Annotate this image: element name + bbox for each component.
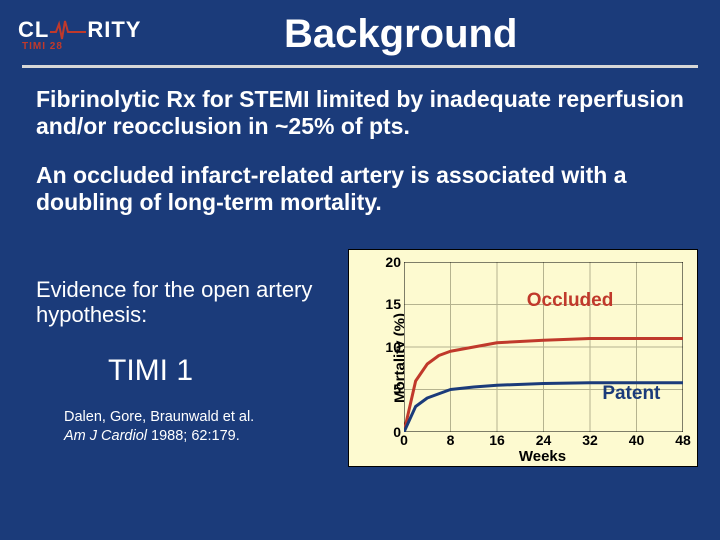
x-tick: 0 xyxy=(400,432,408,448)
paragraph-1: Fibrinolytic Rx for STEMI limited by ina… xyxy=(36,86,690,140)
logo-subtext: TIMI 28 xyxy=(22,41,63,52)
chart-svg xyxy=(404,262,683,432)
x-tick: 48 xyxy=(675,432,691,448)
lower-section: Evidence for the open artery hypothesis:… xyxy=(0,239,720,469)
lower-left: Evidence for the open artery hypothesis:… xyxy=(36,249,341,445)
citation-journal: Am J Cardiol xyxy=(64,428,147,444)
series-label-patent: Patent xyxy=(602,383,660,405)
slide-header: CL RITY TIMI 28 Background xyxy=(0,0,720,59)
hypothesis-text: Evidence for the open artery hypothesis: xyxy=(36,277,341,329)
x-tick: 16 xyxy=(489,432,505,448)
mortality-chart: Mortality (%) Weeks 05101520081624324048… xyxy=(348,249,698,467)
y-tick: 0 xyxy=(381,424,401,440)
logo-brand: CL RITY xyxy=(18,17,141,43)
x-tick: 8 xyxy=(447,432,455,448)
y-tick: 20 xyxy=(381,254,401,270)
y-tick: 10 xyxy=(381,339,401,355)
ecg-icon xyxy=(50,19,86,41)
series-label-occluded: Occluded xyxy=(527,290,614,312)
x-tick: 24 xyxy=(536,432,552,448)
y-tick: 5 xyxy=(381,381,401,397)
citation-ref: 1988; 62:179. xyxy=(147,428,240,444)
y-tick: 15 xyxy=(381,296,401,312)
x-tick: 40 xyxy=(629,432,645,448)
logo-text-right: RITY xyxy=(87,17,141,43)
slide-body: Fibrinolytic Rx for STEMI limited by ina… xyxy=(0,68,720,217)
logo-text-left: CL xyxy=(18,17,49,43)
citation: Dalen, Gore, Braunwald et al. Am J Cardi… xyxy=(64,408,341,444)
citation-authors: Dalen, Gore, Braunwald et al. xyxy=(64,409,254,425)
paragraph-2: An occluded infarct-related artery is as… xyxy=(36,162,690,216)
x-axis-label: Weeks xyxy=(404,448,681,465)
x-tick: 32 xyxy=(582,432,598,448)
slide-title: Background xyxy=(159,12,692,57)
timi-label: TIMI 1 xyxy=(108,354,341,388)
chart-container: Mortality (%) Weeks 05101520081624324048… xyxy=(341,249,698,469)
logo: CL RITY TIMI 28 xyxy=(18,17,141,52)
